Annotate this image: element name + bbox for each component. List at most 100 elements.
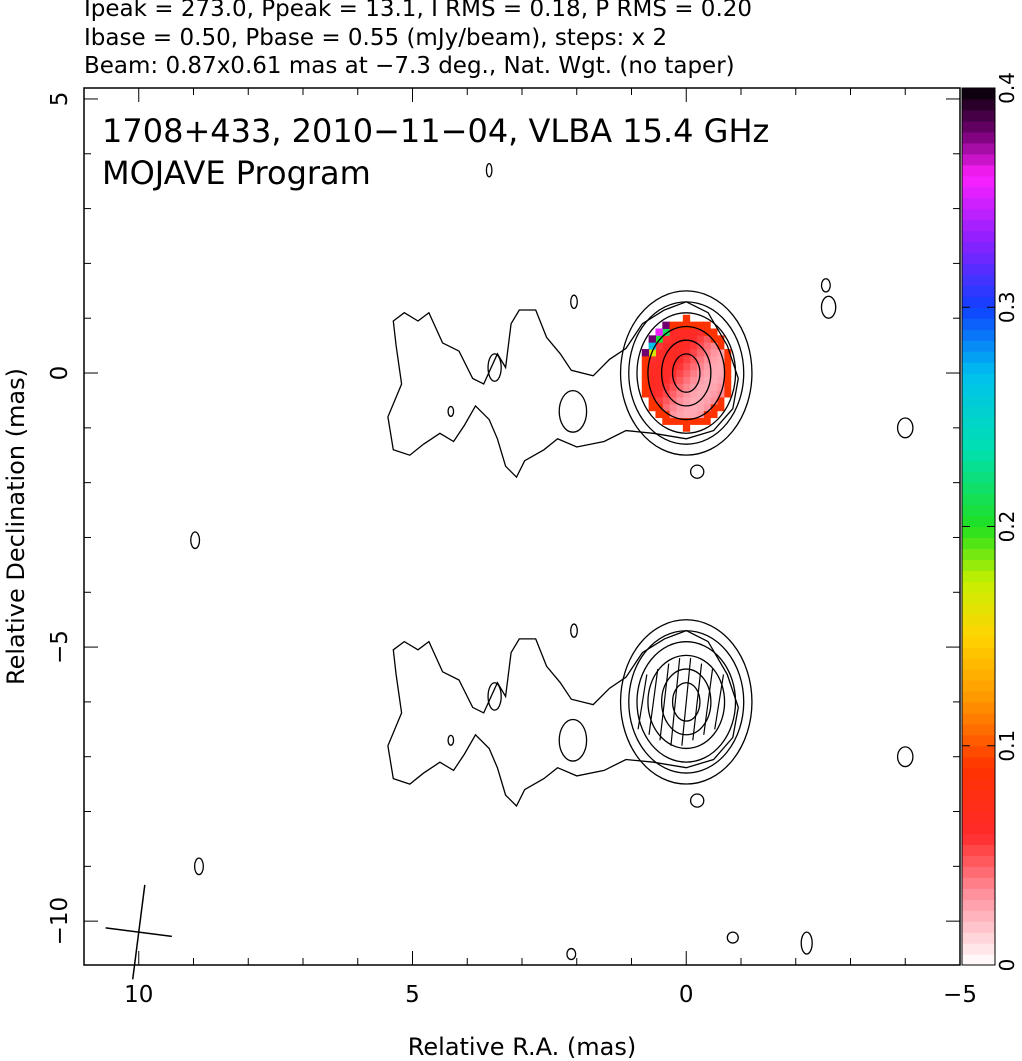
noise-contour [820, 278, 831, 293]
colorbar-band [962, 318, 995, 330]
y-tick-label: 5 [47, 92, 73, 107]
polarization-pixel [696, 410, 704, 419]
polarization-pixel [682, 342, 691, 350]
plot-frame [83, 87, 961, 966]
polarization-pixel [682, 335, 691, 343]
polarization-pixel [655, 397, 663, 405]
polarization-pixel [682, 349, 691, 357]
polarization-pixel [710, 376, 718, 384]
polarization-pixel [662, 390, 670, 398]
polarization-pixel [648, 369, 656, 377]
polarization-pixel [648, 362, 656, 371]
polarization-pixel [669, 328, 677, 336]
colorbar-band [962, 844, 995, 856]
polarization-pixel [648, 342, 656, 350]
polarization-pixel [648, 335, 656, 343]
polarization-pixel [682, 424, 691, 432]
colorbar-band [962, 789, 995, 802]
polarization-pixel [689, 349, 698, 357]
jet-knot-contour [558, 718, 588, 762]
polarization-pixel [655, 362, 663, 371]
colorbar-tick-label: 0.4 [995, 72, 1019, 104]
colorbar-band [962, 471, 995, 484]
noise-contour [689, 464, 705, 479]
polarization-pixel [710, 397, 718, 405]
colorbar-band [962, 263, 995, 275]
contour-panel-2 [387, 619, 914, 808]
polarization-pixel [682, 410, 691, 419]
polarization-pixel [675, 397, 684, 405]
polarization-pixel [669, 321, 677, 329]
polarization-pixel [710, 355, 718, 364]
colorbar-band [962, 153, 995, 166]
polarization-pixel [703, 369, 711, 377]
polarization-pixel [655, 369, 663, 377]
evpa-tick [670, 657, 681, 746]
polarization-pixel [723, 369, 732, 377]
polarization-pixel [675, 328, 684, 336]
colorbar-band [962, 526, 995, 539]
y-tick-label: −10 [47, 897, 73, 946]
evpa-tick [703, 668, 714, 735]
polarization-pixel [703, 335, 711, 343]
polarization-pixel [662, 349, 670, 357]
colorbar-band [962, 219, 995, 232]
core-contour [647, 325, 726, 421]
colorbar-band [962, 186, 995, 199]
core-contour [636, 641, 737, 763]
x-tick-label: 0 [679, 982, 694, 1008]
polarization-pixel [689, 362, 698, 371]
polarization-pixel [689, 397, 698, 405]
polarization-pixel [669, 383, 677, 391]
header-base-line: Ibase = 0.50, Pbase = 0.55 (mJy/beam), s… [84, 25, 668, 51]
colorbar-band [962, 383, 995, 396]
colorbar-band [962, 109, 995, 122]
noise-contour [800, 931, 813, 955]
colorbar-band [962, 932, 995, 944]
polarization-pixel [717, 342, 725, 350]
polarization-pixel [696, 362, 704, 371]
colorbar-band [962, 877, 995, 889]
colorbar-tick-label: 0 [995, 959, 1019, 972]
polarization-pixel [696, 328, 704, 336]
polarization-pixel [675, 355, 684, 364]
core-contour [671, 353, 701, 393]
polarization-pixel [703, 397, 711, 405]
colorbar-band [962, 340, 995, 352]
polarization-pixel [710, 349, 718, 357]
polarization-pixel [689, 369, 698, 377]
colorbar-band [962, 899, 995, 911]
polarization-pixel [717, 335, 725, 343]
evpa-tick [692, 663, 703, 741]
polarization-pixel [689, 383, 698, 391]
colorbar-band [962, 373, 995, 385]
polarization-pixel [689, 410, 698, 419]
colorbar-band [962, 800, 995, 813]
core-contour [619, 619, 753, 785]
core-contour [647, 654, 726, 750]
polarization-pixel [675, 349, 684, 357]
polarization-pixel [717, 383, 725, 391]
polarization-pixel [648, 383, 656, 391]
core-contour [619, 290, 753, 456]
y-tick-label: 0 [47, 366, 73, 381]
polarization-pixel [641, 369, 650, 377]
polarization-pixel [675, 321, 684, 329]
polarization-color-patch [641, 314, 732, 432]
evpa-tick [637, 674, 648, 730]
polarization-pixel [696, 349, 704, 357]
colorbar-band [962, 811, 995, 824]
colorbar-band [962, 833, 995, 846]
colorbar-band [962, 329, 995, 341]
colorbar-band [962, 954, 995, 966]
polarization-pixel [696, 321, 704, 329]
polarization-pixel [689, 321, 698, 329]
polarization-pixel [703, 362, 711, 371]
polarization-pixel [675, 390, 684, 398]
polarization-pixel [703, 349, 711, 357]
polarization-pixel [641, 376, 650, 384]
program-label: MOJAVE Program [102, 154, 371, 192]
polarization-pixel [703, 417, 711, 425]
noise-contour [726, 931, 739, 944]
